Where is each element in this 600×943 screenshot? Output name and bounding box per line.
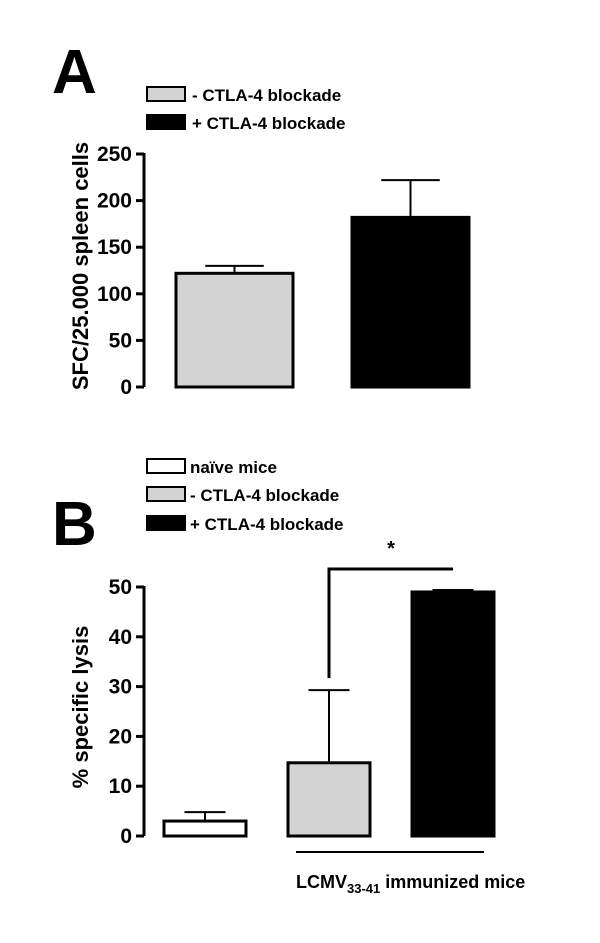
legend-b-swatch-2 xyxy=(146,515,186,531)
legend-a-swatch-1 xyxy=(146,114,186,130)
panel-a-bar-1 xyxy=(350,215,471,389)
panel-a-plot: 0 50 100 150 200 250 xyxy=(97,143,471,399)
panel-b-y-tick-label: 50 xyxy=(109,576,132,599)
panel-b-significance-label: * xyxy=(387,538,395,560)
legend-a-label-0: - CTLA-4 blockade xyxy=(192,86,341,105)
panel-b-y-tick-label: 0 xyxy=(120,825,132,848)
panel-letter-b: B xyxy=(52,490,97,559)
group-label-rest: immunized mice xyxy=(380,872,525,892)
legend-b-label-1: - CTLA-4 blockade xyxy=(190,486,339,505)
legend-a-label-1: + CTLA-4 blockade xyxy=(192,114,346,133)
panel-b-bar-0 xyxy=(162,819,248,838)
panel-letter-a: A xyxy=(52,38,97,107)
legend-b-label-2: + CTLA-4 blockade xyxy=(190,515,344,534)
legend-b-label-0: naïve mice xyxy=(190,458,277,477)
legend-b-swatch-1 xyxy=(146,486,186,502)
legend-a-swatch-0 xyxy=(146,86,186,102)
group-label-subscript: 33-41 xyxy=(347,881,380,896)
panel-b-plot: 0 10 20 30 40 50 * xyxy=(109,538,496,848)
panel-a-y-axis-label: SFC/25.000 spleen cells xyxy=(68,142,93,390)
group-label-main: LCMV xyxy=(296,872,347,892)
panel-b-bar-1 xyxy=(286,761,372,838)
panel-a-y-tick-label: 150 xyxy=(97,236,132,259)
panel-a-y-tick-label: 100 xyxy=(97,283,132,306)
panel-b-bar-2 xyxy=(410,590,496,838)
panel-b-y-tick-label: 20 xyxy=(109,725,132,748)
panel-b-y-tick-label: 40 xyxy=(109,626,132,649)
panel-a-y-tick-label: 200 xyxy=(97,190,132,213)
panel-a-y-tick-label: 0 xyxy=(120,376,132,399)
panel-a-legend: - CTLA-4 blockade + CTLA-4 blockade xyxy=(146,86,346,133)
panel-a-bar-0 xyxy=(174,271,295,389)
panel-b-y-tick-label: 30 xyxy=(109,676,132,699)
panel-b-significance-bracket xyxy=(327,567,453,679)
panel-a-y-tick-label: 250 xyxy=(97,143,132,166)
panel-a-y-tick-label: 50 xyxy=(109,329,132,352)
panel-b-y-axis-label: % specific lysis xyxy=(68,626,93,789)
panel-b-legend: naïve mice - CTLA-4 blockade + CTLA-4 bl… xyxy=(146,458,344,534)
panel-b-y-tick-label: 10 xyxy=(109,775,132,798)
group-label: LCMV33-41 immunized mice xyxy=(296,872,525,896)
legend-b-swatch-0 xyxy=(146,458,186,474)
